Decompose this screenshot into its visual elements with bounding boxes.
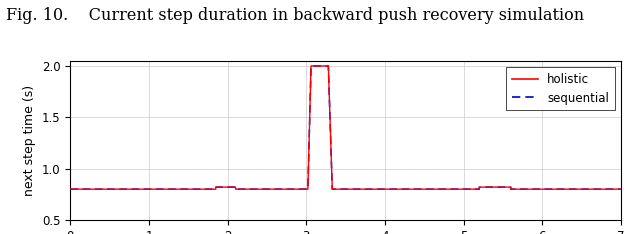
Legend: holistic, sequential: holistic, sequential <box>506 67 615 110</box>
Text: Fig. 10.    Current step duration in backward push recovery simulation: Fig. 10. Current step duration in backwa… <box>6 7 584 24</box>
Y-axis label: next step time (s): next step time (s) <box>24 85 36 196</box>
